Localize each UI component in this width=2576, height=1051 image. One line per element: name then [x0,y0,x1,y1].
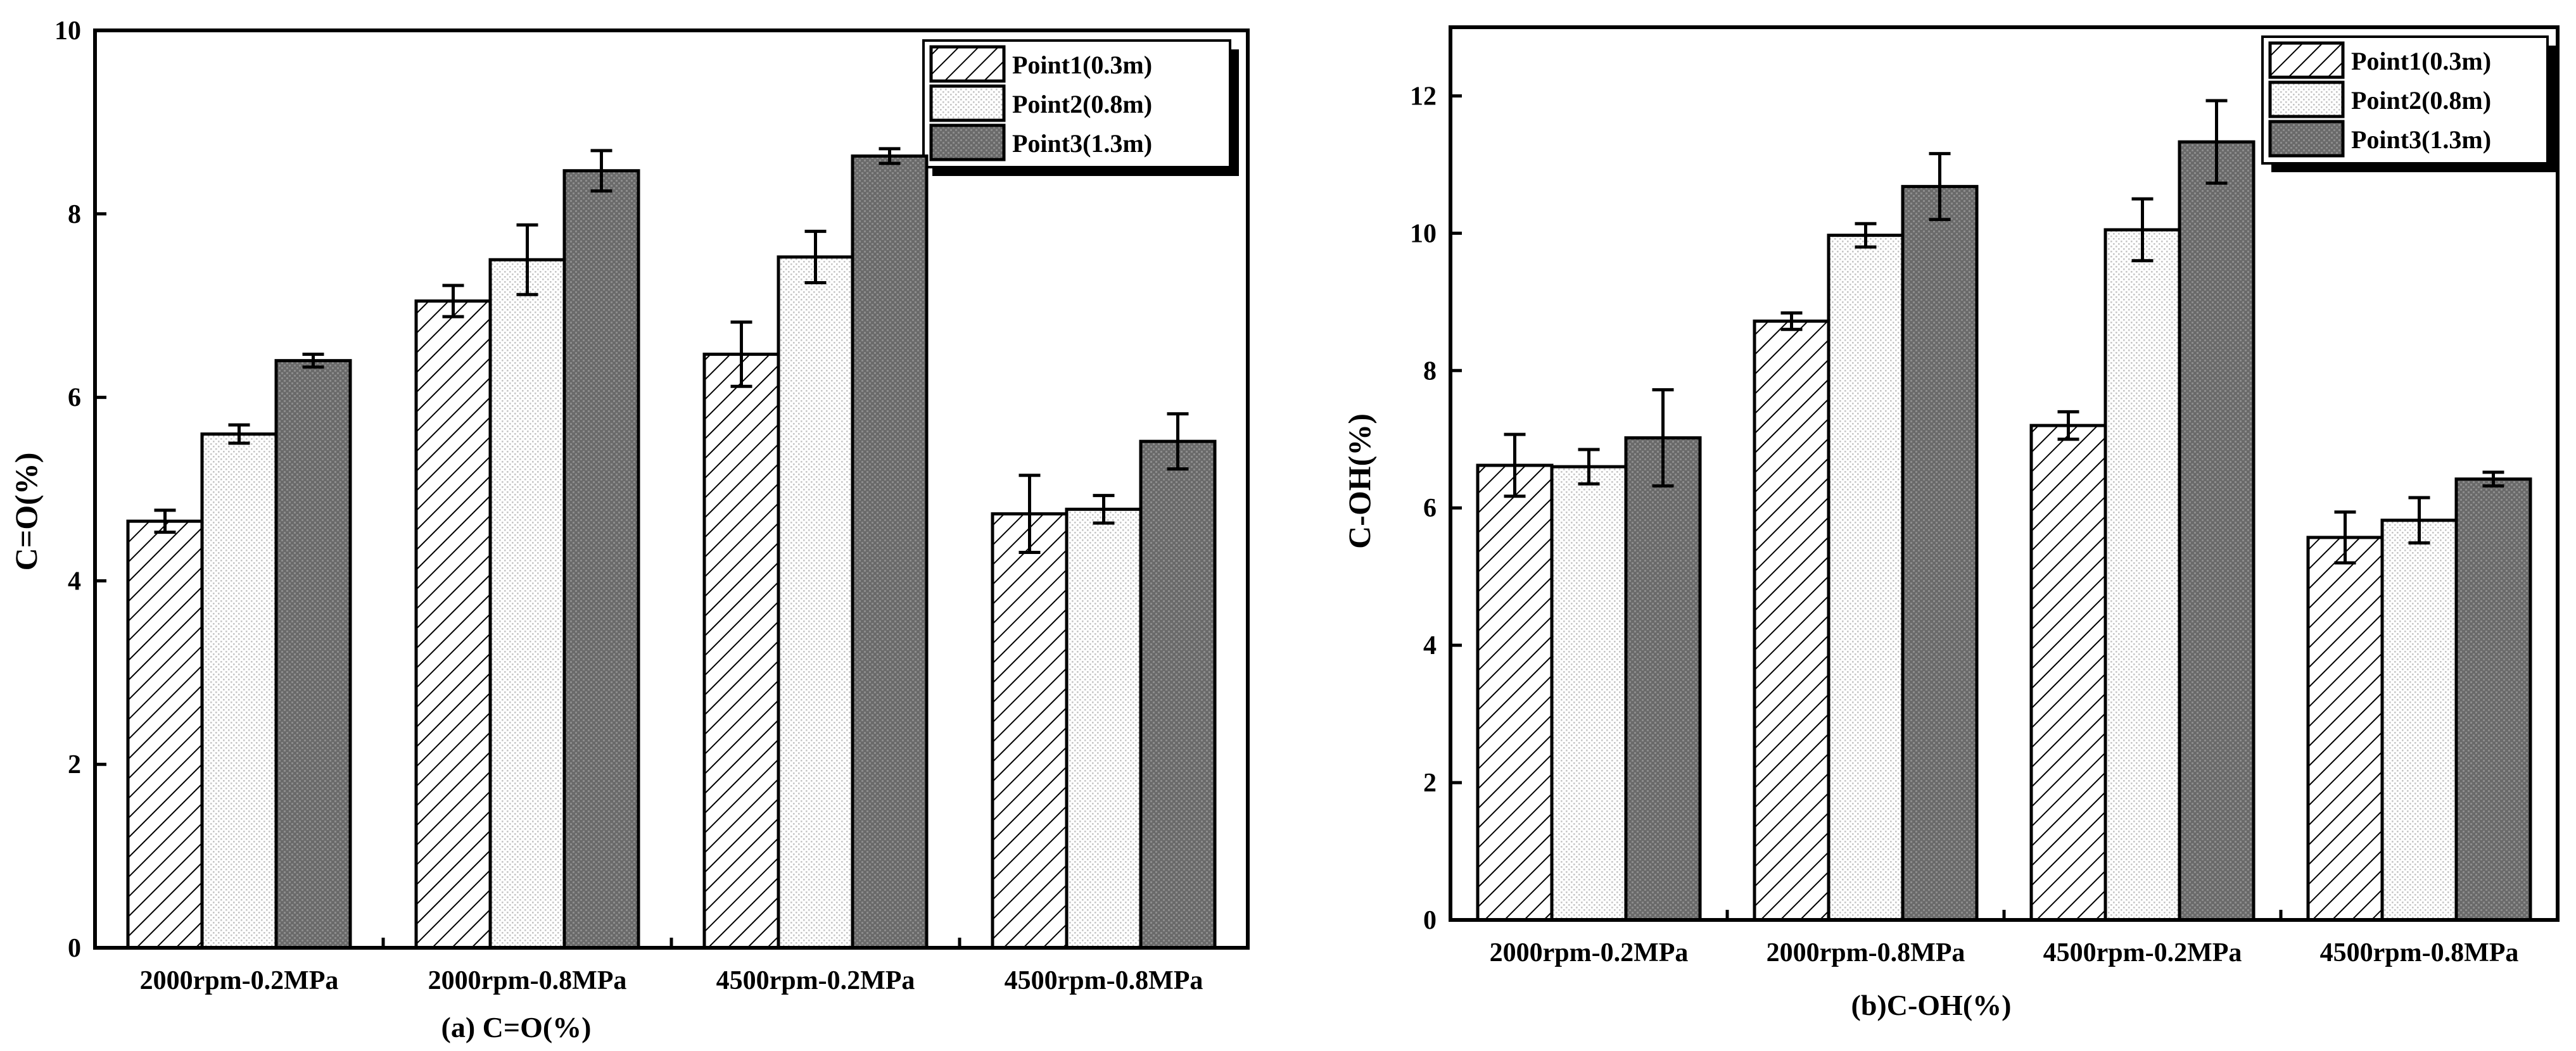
chart-a-errorbar-series2-cat3 [804,229,827,284]
chart-a-ytick-label: 6 [68,384,81,413]
chart-a-bar-series3-cat3 [851,154,929,950]
chart-b-ytick-label: 4 [1423,631,1437,660]
chart-b-bar-series2-cat2 [1827,234,1905,922]
chart-a-errorbar-series2-cat1 [228,423,250,445]
chart-a-ytick-label: 8 [68,200,81,229]
chart-b-legend-swatch-series2 [2268,80,2345,118]
chart-b-bar-series2-cat3 [2103,228,2181,922]
chart-a-xtick-label: 4500rpm-0.2MPa [716,966,915,995]
chart-a-ytick-label: 2 [68,750,81,779]
chart-a-errorbar-series1-cat2 [442,284,464,318]
chart-a-errorbar-series2-cat2 [516,223,538,296]
chart-a-bar-series2-cat3 [777,255,854,950]
chart-a: C=O(%) (a) C=O(%) Point1(0.3m) Point2(0.8… [8,16,1250,1043]
chart-a-errorbar-series3-cat3 [879,147,901,165]
chart-a-errorbar-series3-cat4 [1167,412,1189,471]
chart-a-bar-series1-cat3 [702,352,780,950]
chart-a-bar-series1-cat1 [126,519,204,950]
chart-b-legend-swatch-series1 [2268,41,2345,79]
chart-a-xtick-label: 4500rpm-0.8MPa [1005,966,1203,995]
chart-b-errorbar-series3-cat2 [1929,152,1951,222]
chart-b-errorbar-series2-cat2 [1855,222,1877,249]
chart-a-xtick-label: 2000rpm-0.2MPa [140,966,339,995]
chart-b-errorbar-series1-cat2 [1780,311,1803,331]
chart-b-xtick-label: 2000rpm-0.2MPa [1490,938,1689,967]
chart-a-errorbar-series1-cat4 [1018,474,1041,554]
chart-a-legend-label-series2: Point2(0.8m) [1012,90,1152,118]
chart-b-bar-series2-cat4 [2380,519,2458,922]
chart-a-bar-series1-cat2 [414,299,492,950]
chart-b-bar-series3-cat4 [2454,477,2532,922]
chart-b-errorbar-series2-cat1 [1578,448,1600,486]
chart-a-ytick-label: 0 [68,934,81,963]
chart-a-legend: Point1(0.3m) Point2(0.8m) Point3(1.3m) [922,39,1239,176]
chart-b-errorbar-series2-cat4 [2408,496,2430,545]
chart-b-caption: (b)C-OH(%) [1851,989,2012,1021]
chart-a-legend-swatch-series3 [929,123,1006,161]
chart-a-bar-series2-cat2 [488,258,566,950]
chart-b-errorbar-series2-cat3 [2131,197,2154,263]
chart-a-caption: (a) C=O(%) [441,1011,592,1043]
chart-b-bar-series3-cat2 [1901,185,1979,922]
chart-b-ytick-label: 0 [1423,906,1437,935]
chart-b-errorbar-series3-cat4 [2482,470,2504,488]
chart-a-errorbar-series2-cat4 [1093,494,1115,525]
chart-b-legend-label-series3: Point3(1.3m) [2351,125,2491,154]
chart-b-errorbar-series1-cat1 [1504,432,1526,498]
chart-a-errorbar-series1-cat1 [154,508,176,534]
chart-b-legend-label-series1: Point1(0.3m) [2351,47,2491,75]
chart-b-ytick-label: 6 [1423,494,1437,523]
chart-b-bar-series1-cat2 [1753,319,1830,922]
chart-b-legend-label-series2: Point2(0.8m) [2351,86,2491,115]
chart-b-legend-swatch-series3 [2268,120,2345,158]
chart-b-bar-series3-cat1 [1624,436,1702,922]
chart-a-errorbar-series1-cat3 [730,320,752,388]
chart-b-ytick-label: 2 [1423,769,1437,798]
chart-a-bar-series3-cat2 [562,169,640,950]
chart-a-bar-series3-cat4 [1139,439,1217,950]
chart-a-bar-series1-cat4 [991,512,1069,950]
chart-a-ylabel: C=O(%) [8,453,44,571]
chart-b-ytick-label: 10 [1410,219,1437,248]
chart-b-legend: Point1(0.3m) Point2(0.8m) Point3(1.3m) [2261,35,2556,172]
chart-b-ytick-label: 8 [1423,356,1437,386]
chart-a-bar-series3-cat1 [274,359,352,950]
chart-b-xtick-label: 4500rpm-0.8MPa [2320,938,2519,967]
chart-b-errorbar-series1-cat3 [2057,410,2079,441]
chart-b-ylabel: C-OH(%) [1342,413,1377,549]
chart-b-xtick-label: 4500rpm-0.2MPa [2043,938,2242,967]
chart-a-bar-series2-cat1 [200,432,278,950]
chart-a-xtick-label: 2000rpm-0.8MPa [428,966,627,995]
chart-b-bar-series1-cat1 [1476,463,1554,922]
chart-b-bar-series1-cat4 [2306,536,2384,922]
chart-b: C-OH(%) (b)C-OH(%) Point1(0.3m) Point2(0.… [1342,25,2560,1021]
chart-a-bar-series2-cat4 [1065,507,1143,950]
chart-b-errorbar-series3-cat1 [1652,388,1674,488]
chart-a-legend-label-series3: Point3(1.3m) [1012,129,1152,158]
chart-a-errorbar-series3-cat2 [590,149,612,193]
chart-a-ytick-label: 10 [54,16,81,46]
chart-a-legend-swatch-series2 [929,84,1006,122]
chart-b-bar-series1-cat3 [2029,424,2107,922]
chart-b-bar-series3-cat3 [2178,140,2256,922]
chart-b-errorbar-series3-cat3 [2205,99,2228,185]
chart-b-ytick-label: 12 [1410,82,1437,111]
chart-a-errorbar-series3-cat1 [302,352,324,369]
chart-a-legend-label-series1: Point1(0.3m) [1012,51,1152,79]
chart-b-xtick-label: 2000rpm-0.8MPa [1767,938,1965,967]
chart-b-errorbar-series1-cat4 [2334,510,2356,565]
chart-a-legend-swatch-series1 [929,45,1006,83]
chart-b-bar-series2-cat1 [1550,465,1628,922]
chart-a-ytick-label: 4 [68,567,81,596]
